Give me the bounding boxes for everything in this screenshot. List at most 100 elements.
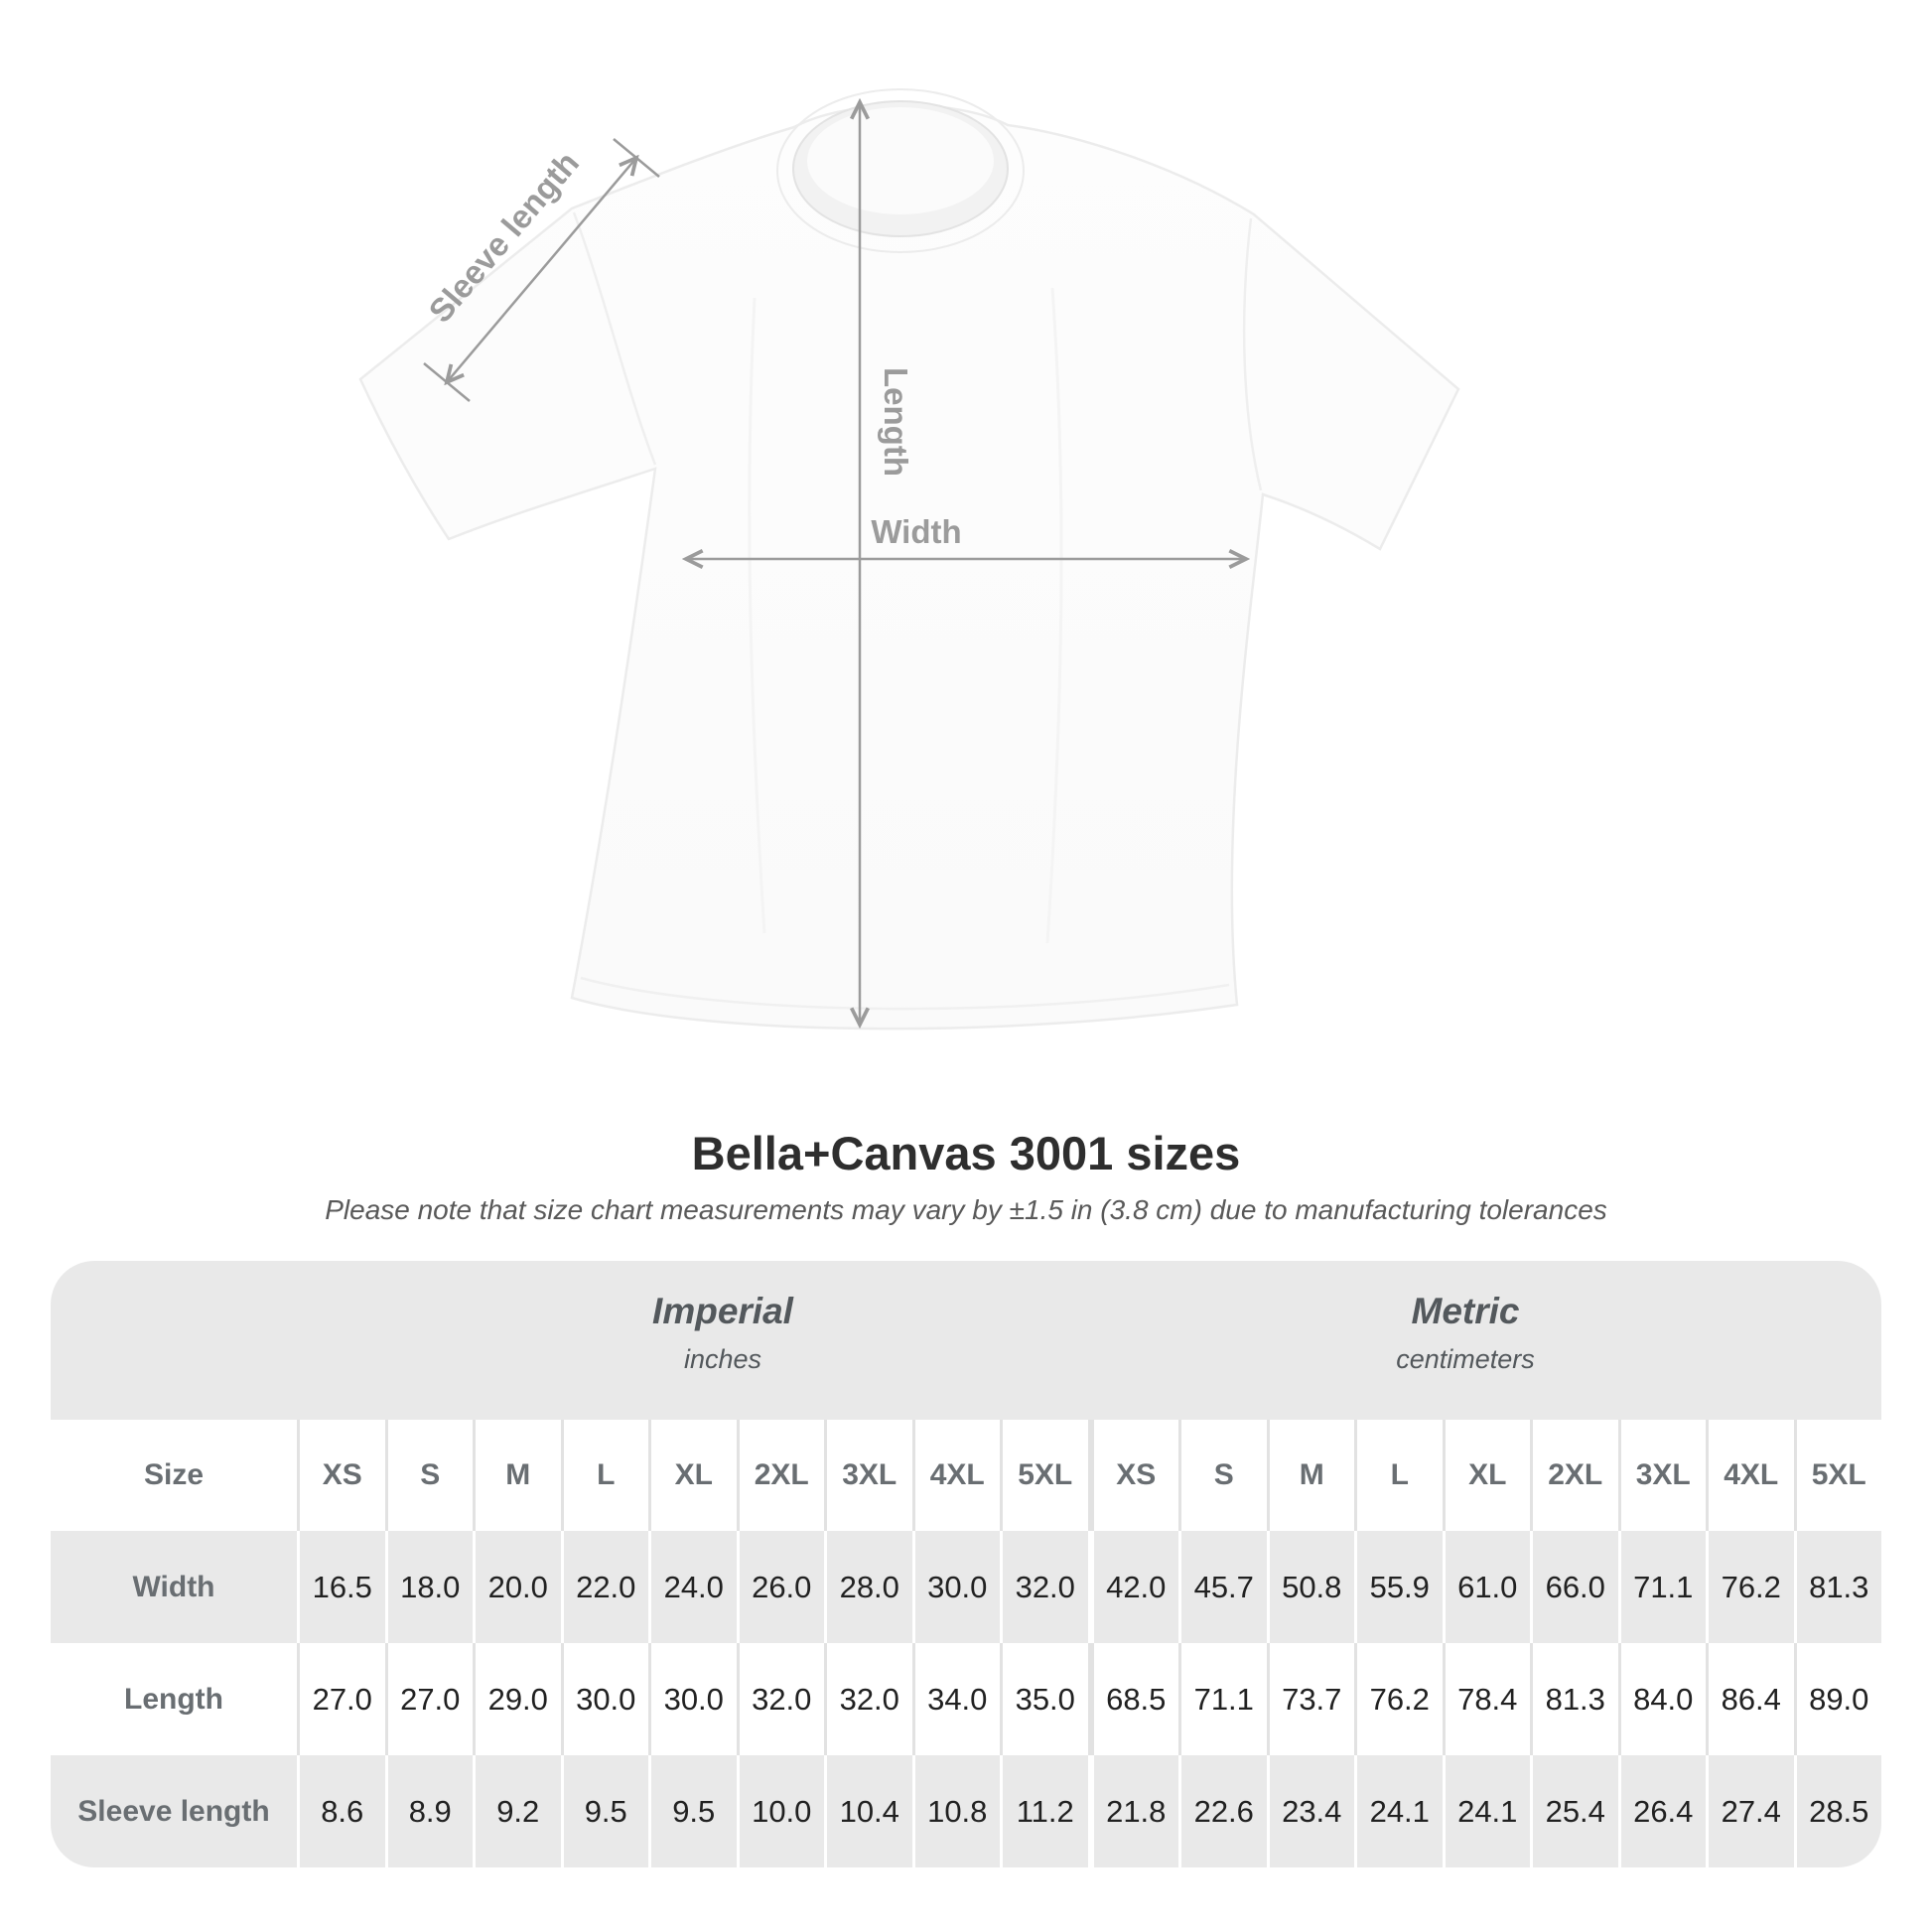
table-row: Size XS S M L XL 2XL 3XL 4XL 5XL XS S M L XL 2XL 3XL 4XL 5… [51,1420,1881,1531]
measurement-value-imperial: 16.5 [297,1531,385,1643]
size-header-imperial: L [560,1420,649,1531]
measurement-value-metric: 26.4 [1617,1755,1707,1867]
width-dimension-label: Width [871,513,961,550]
size-header-metric: 5XL [1793,1420,1882,1531]
measurement-value-metric: 73.7 [1266,1643,1355,1755]
imperial-section-header: Imperial inches [327,1261,1119,1420]
size-header-imperial: M [473,1420,561,1531]
measurement-value-imperial: 10.0 [736,1755,825,1867]
measurement-value-metric: 28.5 [1793,1755,1882,1867]
measurement-value-imperial: 29.0 [473,1643,561,1755]
measurement-value-imperial: 32.0 [736,1643,825,1755]
measurement-value-imperial: 30.0 [911,1531,1001,1643]
measurement-value-metric: 50.8 [1266,1531,1355,1643]
size-header-metric: S [1178,1420,1267,1531]
measurement-value-imperial: 20.0 [473,1531,561,1643]
measurement-value-metric: 86.4 [1706,1643,1794,1755]
metric-section-header: Metric centimeters [1069,1261,1862,1420]
measurement-value-imperial: 22.0 [560,1531,649,1643]
size-header-imperial: 5XL [1000,1420,1088,1531]
measurement-value-imperial: 18.0 [384,1531,474,1643]
measurement-value-imperial: 26.0 [736,1531,825,1643]
size-header-metric: 3XL [1617,1420,1707,1531]
imperial-units-label: inches [683,1344,762,1374]
measurement-value-imperial: 24.0 [648,1531,737,1643]
length-dimension-label: Length [878,367,914,477]
size-header-metric: 2XL [1530,1420,1618,1531]
measurement-value-imperial: 32.0 [1000,1531,1088,1643]
hem-seam [580,976,1230,1011]
dimension-lines [423,102,1246,1025]
metric-units-label: centimeters [1396,1344,1535,1374]
sleeve-end-tick-top [613,138,660,178]
size-header-imperial: XS [297,1420,385,1531]
collar-inner [807,107,994,214]
measurement-value-metric: 24.1 [1354,1755,1443,1867]
measurement-value-metric: 76.2 [1706,1531,1794,1643]
tshirt-measurement-diagram: Length Width Sleeve length [358,88,1460,1031]
size-header-metric: L [1354,1420,1443,1531]
measurement-value-metric: 61.0 [1442,1531,1531,1643]
measurement-value-metric: 71.1 [1178,1643,1267,1755]
measurement-value-metric: 66.0 [1530,1531,1618,1643]
row-label: Length [124,1682,223,1716]
size-header-imperial: 2XL [736,1420,825,1531]
size-header-metric: XS [1087,1420,1179,1531]
measurement-value-imperial: 27.0 [297,1643,385,1755]
table-row: Sleeve length 8.6 8.9 9.2 9.5 9.5 10.0 10.4 10.8… [51,1755,1881,1867]
measurement-value-imperial: 9.5 [560,1755,649,1867]
measurement-value-metric: 81.3 [1530,1643,1618,1755]
measurement-value-imperial: 35.0 [1000,1643,1088,1755]
measurement-value-metric: 78.4 [1442,1643,1531,1755]
measurement-value-imperial: 28.0 [824,1531,912,1643]
measurement-value-imperial: 30.0 [648,1643,737,1755]
sleeve-dimension-line [447,158,636,382]
size-header-imperial: 4XL [911,1420,1001,1531]
table-row: Length 27.0 27.0 29.0 30.0 30.0 32.0 32.0 34.0 35… [51,1643,1881,1755]
measurement-value-metric: 42.0 [1087,1531,1179,1643]
measurement-value-imperial: 10.4 [824,1755,912,1867]
measurement-value-imperial: 32.0 [824,1643,912,1755]
units-band-spacer [51,1261,297,1420]
measurement-value-metric: 68.5 [1087,1643,1179,1755]
units-header-band: Imperial inches Metric centimeters [51,1261,1881,1420]
measurement-value-metric: 84.0 [1617,1643,1707,1755]
measurement-value-imperial: 9.2 [473,1755,561,1867]
measurement-value-imperial: 34.0 [911,1643,1001,1755]
measurement-value-imperial: 30.0 [560,1643,649,1755]
size-chart-rows: Size XS S M L XL 2XL 3XL 4XL 5XL XS S M L XL 2XL 3XL 4XL 5… [51,1420,1881,1867]
measurement-value-imperial: 9.5 [648,1755,737,1867]
measurement-value-metric: 81.3 [1793,1531,1882,1643]
size-header-metric: M [1266,1420,1355,1531]
measurement-value-metric: 89.0 [1793,1643,1882,1755]
measurement-value-imperial: 8.6 [297,1755,385,1867]
measurement-value-imperial: 11.2 [1000,1755,1088,1867]
tolerance-note: Please note that size chart measurements… [325,1194,1607,1225]
size-header-imperial: S [384,1420,474,1531]
sleeve-end-tick-bottom [423,362,471,402]
size-column-label: Size [143,1458,205,1491]
measurement-value-metric: 23.4 [1266,1755,1355,1867]
measurement-value-metric: 71.1 [1617,1531,1707,1643]
measurement-value-metric: 45.7 [1178,1531,1267,1643]
metric-label: Metric [1411,1291,1520,1331]
page-title: Bella+Canvas 3001 sizes [691,1127,1241,1179]
fabric-fold-right [1045,287,1063,944]
measurement-value-metric: 22.6 [1178,1755,1267,1867]
row-label: Sleeve length [77,1794,270,1828]
measurement-value-metric: 21.8 [1087,1755,1179,1867]
size-header-imperial: 3XL [824,1420,912,1531]
fabric-fold-left [748,297,766,934]
size-header-imperial: XL [648,1420,737,1531]
size-header-metric: 4XL [1706,1420,1794,1531]
measurement-value-imperial: 10.8 [911,1755,1001,1867]
measurement-value-metric: 55.9 [1354,1531,1443,1643]
imperial-label: Imperial [652,1291,793,1331]
measurement-value-metric: 27.4 [1706,1755,1794,1867]
table-row: Width 16.5 18.0 20.0 22.0 24.0 26.0 28.0 30.0 32.… [51,1531,1881,1643]
size-chart-table: Imperial inches Metric centimeters Size X… [51,1261,1881,1867]
tshirt-body [358,103,1460,1031]
measurement-value-metric: 24.1 [1442,1755,1531,1867]
row-label: Width [132,1570,215,1603]
